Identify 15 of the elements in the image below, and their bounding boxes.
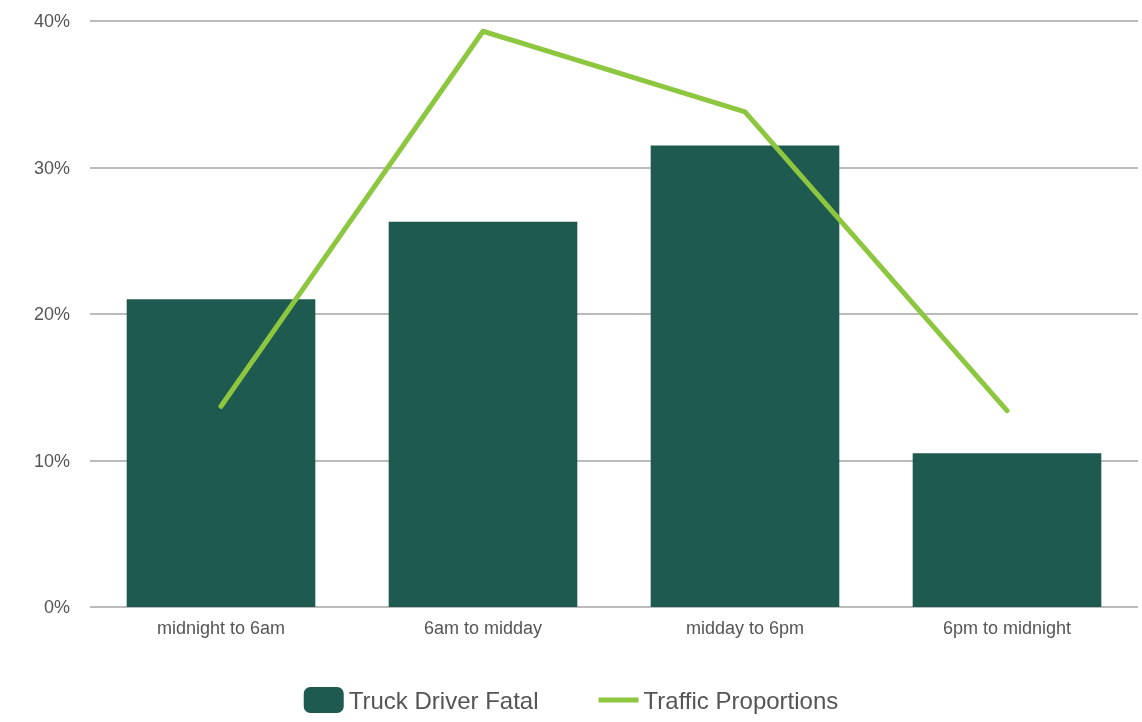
y-tick-label: 20% (33, 304, 70, 324)
x-tick-label: midday to 6pm (685, 618, 805, 638)
x-tick-label: 6pm to midnight (942, 618, 1072, 638)
y-tick-label: 10% (33, 450, 70, 471)
y-tick-label: 0% (43, 597, 70, 617)
legend-label: Traffic Proportions (643, 686, 839, 714)
bar (126, 299, 316, 607)
y-tick-label: 30% (33, 157, 70, 178)
y-tick-label: 40% (33, 11, 70, 31)
bar (912, 453, 1102, 607)
bar (650, 145, 840, 607)
x-tick-label: midnight to 6am (156, 618, 286, 638)
x-tick-label: 6am to midday (423, 618, 543, 638)
bar (388, 221, 578, 607)
legend-label: Truck Driver Fatal (348, 686, 539, 714)
